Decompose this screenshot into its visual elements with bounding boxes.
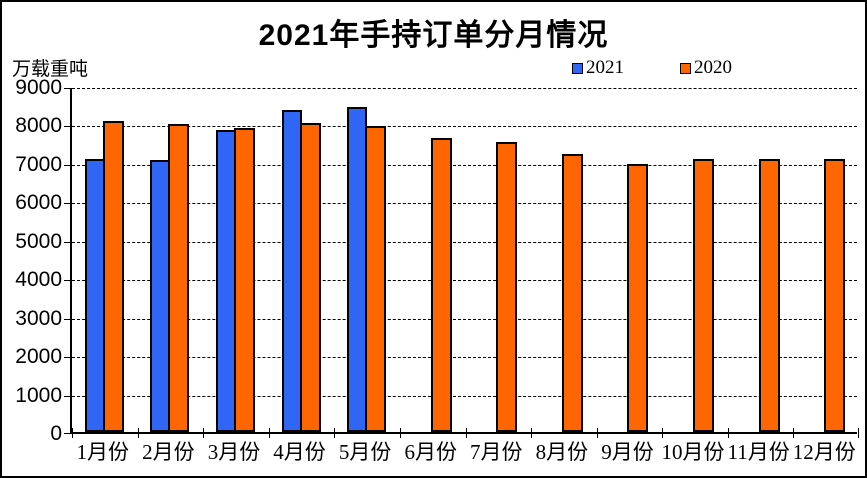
legend-item-2020: 2020	[680, 57, 732, 79]
bar-2020-8月份	[561, 154, 583, 432]
y-tick-4000	[64, 280, 70, 282]
x-axis-label-11月份: 11月份	[727, 440, 790, 464]
y-axis-unit-label: 万载重吨	[12, 59, 89, 80]
bar-2020-7月份	[496, 141, 518, 432]
y-axis-label-2000: 2000	[15, 345, 62, 369]
y-tick-1000	[64, 395, 70, 397]
y-tick-3000	[64, 318, 70, 320]
x-axis-label-8月份: 8月份	[535, 440, 589, 464]
y-tick-2000	[64, 357, 70, 359]
x-axis-label-10月份: 10月份	[661, 440, 725, 464]
bar-2020-1月份	[102, 120, 124, 432]
gridline-6000	[72, 203, 857, 205]
x-tick-9	[662, 428, 663, 438]
legend-label-2021: 2021	[586, 57, 624, 78]
x-tick-2	[203, 428, 204, 438]
x-axis-label-7月份: 7月份	[470, 440, 523, 464]
gridline-1000	[72, 395, 857, 397]
bar-2020-3月份	[233, 127, 255, 432]
x-tick-1	[138, 428, 139, 438]
gridline-5000	[72, 241, 857, 243]
bar-2020-12月份	[824, 158, 846, 432]
y-tick-7000	[64, 164, 70, 166]
x-axis-label-3月份: 3月份	[207, 440, 261, 464]
bar-2020-10月份	[693, 159, 715, 432]
y-tick-6000	[64, 203, 70, 205]
gridline-4000	[72, 280, 857, 282]
gridline-7000	[72, 164, 857, 166]
gridline-3000	[72, 318, 857, 320]
x-tick-10	[728, 428, 729, 438]
plot-area	[64, 88, 859, 438]
x-axis-label-4月份: 4月份	[273, 440, 326, 464]
bar-2020-4月份	[299, 123, 321, 432]
y-axis-label-5000: 5000	[15, 229, 62, 253]
legend: 2021 2020	[572, 57, 732, 79]
bar-2021-5月份	[347, 106, 368, 432]
bar-2021-4月份	[281, 109, 302, 432]
gridline-8000	[72, 126, 857, 128]
y-axis-label-7000: 7000	[15, 152, 62, 176]
y-axis-label-1000: 1000	[15, 383, 62, 407]
x-tick-5	[400, 428, 401, 438]
bar-2020-6月份	[430, 137, 452, 432]
x-axis-label-12月份: 12月份	[792, 440, 856, 464]
bar-2020-5月份	[365, 125, 387, 432]
bar-2020-9月份	[627, 164, 649, 432]
x-axis-label-9月份: 9月份	[601, 440, 654, 464]
x-tick-6	[466, 428, 467, 438]
y-axis-label-4000: 4000	[15, 268, 62, 292]
bar-2020-11月份	[758, 159, 780, 432]
y-axis-label-8000: 8000	[15, 114, 62, 138]
x-tick-7	[531, 428, 532, 438]
y-axis-label-0: 0	[50, 422, 62, 445]
legend-swatch-2020-icon	[680, 62, 691, 74]
legend-swatch-2021-icon	[572, 62, 583, 74]
x-tick-0	[72, 428, 73, 438]
x-tick-4	[334, 428, 335, 438]
x-tick-8	[597, 428, 598, 438]
gridline-2000	[72, 357, 857, 359]
legend-item-2021: 2021	[572, 57, 624, 79]
x-axis-label-6月份: 6月份	[404, 440, 457, 464]
bar-2021-2月份	[150, 160, 171, 432]
y-tick-0	[64, 433, 70, 434]
x-tick-12	[858, 428, 859, 438]
y-tick-9000	[64, 88, 70, 89]
x-axis-label-5月份: 5月份	[338, 440, 392, 464]
bar-2020-2月份	[168, 123, 190, 432]
bar-2021-3月份	[215, 130, 236, 432]
legend-label-2020: 2020	[694, 57, 732, 78]
x-axis-label-1月份: 1月份	[76, 440, 130, 464]
y-axis-label-3000: 3000	[15, 306, 62, 330]
y-tick-8000	[64, 126, 70, 128]
bar-2021-1月份	[84, 159, 105, 432]
x-tick-11	[793, 428, 794, 438]
y-axis-label-6000: 6000	[15, 191, 62, 215]
y-axis-label-9000: 9000	[15, 76, 62, 99]
x-axis-label-2月份: 2月份	[142, 440, 195, 464]
chart-title: 2021年手持订单分月情况	[258, 19, 609, 52]
x-tick-3	[269, 428, 270, 438]
gridline-9000	[72, 88, 857, 89]
y-tick-5000	[64, 241, 70, 243]
